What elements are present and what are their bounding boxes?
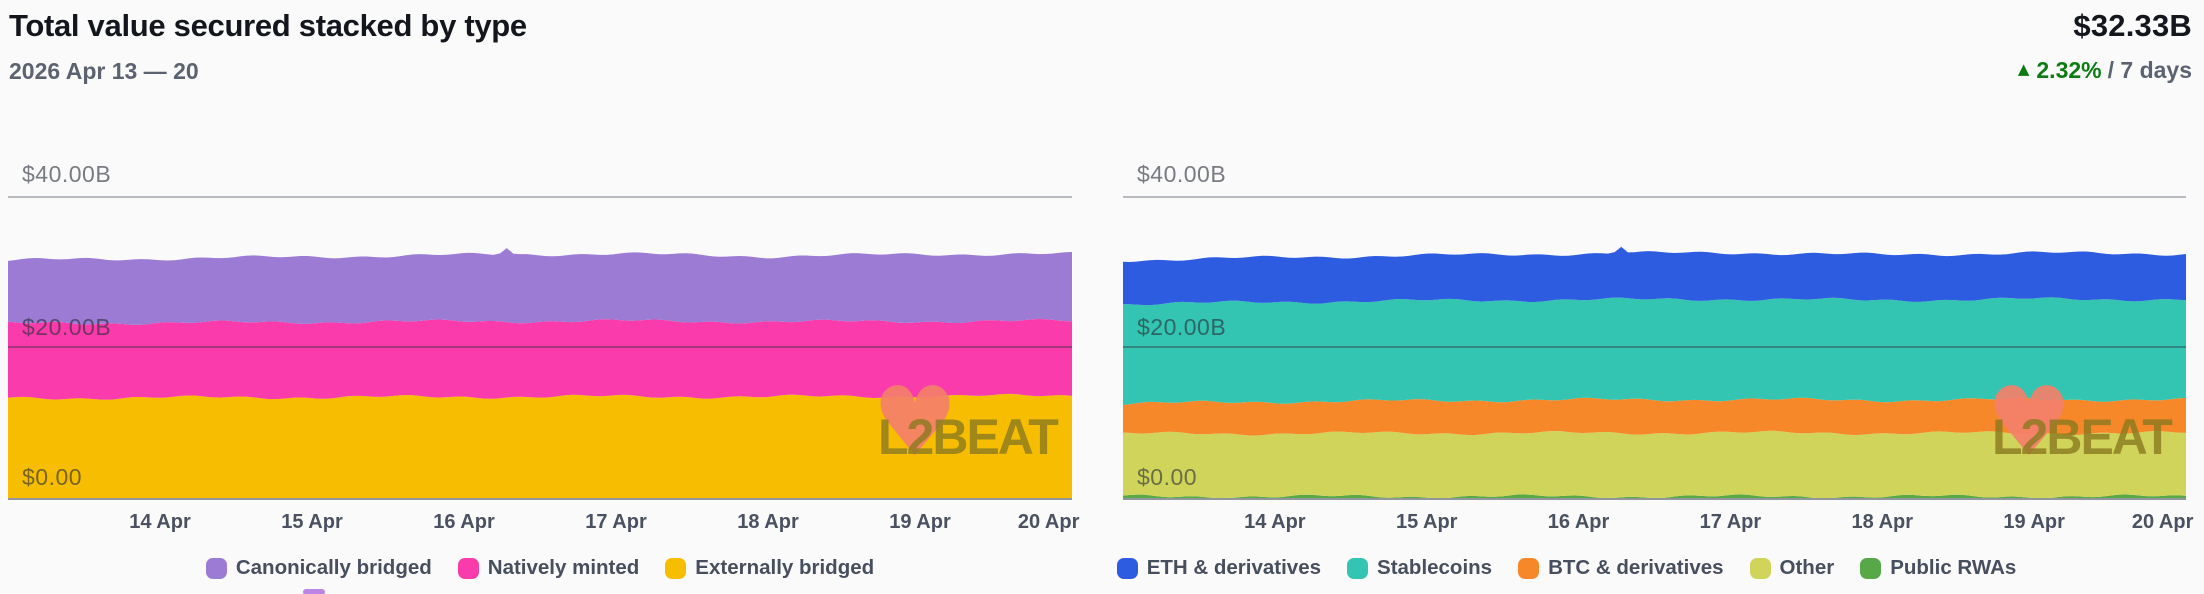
legend-label-other: Other <box>1779 556 1835 579</box>
legend-item-eth-derivatives[interactable]: ETH & derivatives <box>1116 556 1322 580</box>
gridline-40b <box>8 196 1072 198</box>
legend-swatch-externally-bridged <box>665 557 687 579</box>
x-tick-label-14-apr: 14 Apr <box>1244 511 1306 533</box>
legend-label-eth-derivatives: ETH & derivatives <box>1146 556 1322 579</box>
x-axis-labels: 14 Apr 15 Apr 16 Apr 17 Apr 18 Apr 19 Apr 20 A… <box>1123 511 2193 539</box>
x-tick-label-15-apr: 15 Apr <box>1395 511 1458 533</box>
x-tick-label-19-apr: 19 Apr <box>889 511 951 533</box>
y-tick-label-20b: $20.00B <box>22 314 112 340</box>
legend-swatch-natively-minted <box>457 557 479 579</box>
total-value: $32.33B <box>2073 8 2192 43</box>
x-tick-label-16-apr: 16 Apr <box>1547 511 1610 533</box>
legend-bridge-type: Canonically bridged Natively minted Extern… <box>8 556 1072 580</box>
change-row: ▲ 2.32%/ 7 days <box>2018 57 2192 84</box>
area-btc-derivatives[interactable] <box>1123 397 2186 436</box>
legend-item-canonically-bridged[interactable]: Canonically bridged <box>205 556 432 580</box>
x-tick-label-18-apr: 18 Apr <box>1851 511 1914 533</box>
x-tick-label-15-apr: 15 Apr <box>281 511 343 533</box>
page-title: Total value secured stacked by type <box>9 8 527 43</box>
legend-swatch-stablecoins <box>1347 557 1369 579</box>
legend-item-externally-bridged[interactable]: Externally bridged <box>665 556 874 580</box>
x-tick-label-19-apr: 19 Apr <box>2003 511 2065 533</box>
axis-line-bottom <box>1123 498 2186 500</box>
change-period: / 7 days <box>2107 56 2192 83</box>
axis-line-bottom <box>8 498 1072 500</box>
legend-label-stablecoins: Stablecoins <box>1377 556 1493 579</box>
legend-item-natively-minted[interactable]: Natively minted <box>457 556 640 580</box>
x-axis-labels: 14 Apr 15 Apr 16 Apr 17 Apr 18 Apr 19 Apr 20 A… <box>8 511 1079 539</box>
change-percent: 2.32% <box>2036 56 2102 83</box>
legend-label-btc-derivatives: BTC & derivatives <box>1548 556 1724 579</box>
header-right: $32.33B ▲ 2.32%/ 7 days <box>2018 8 2192 84</box>
gridline-40b <box>1123 196 2186 198</box>
legend-label-externally-bridged: Externally bridged <box>695 556 875 579</box>
y-tick-label-0: $0.00 <box>1137 464 1198 490</box>
chart-by-asset-type: $40.00B $20.00B $0.00 14 Apr 15 Apr 16 Apr… <box>1116 0 2193 594</box>
area-public-rwas[interactable] <box>1123 494 2186 498</box>
chart-by-bridge-type: $40.00B $20.00B $0.00 14 Apr 15 Apr 16 Apr… <box>8 0 1079 594</box>
y-tick-label-20b: $20.00B <box>1137 314 1227 340</box>
area-natively-minted[interactable] <box>8 318 1072 400</box>
plot-area-bridge-type[interactable] <box>8 196 1072 498</box>
plot-area-asset-type[interactable] <box>1123 196 2186 498</box>
area-other[interactable] <box>1123 430 2186 498</box>
area-canonically-bridged[interactable] <box>8 248 1072 325</box>
area-externally-bridged[interactable] <box>8 393 1072 498</box>
x-tick-label-14-apr: 14 Apr <box>129 511 191 533</box>
legend-item-other[interactable]: Other <box>1749 556 1835 580</box>
legend-swatch-eth-derivatives <box>1116 557 1138 579</box>
up-triangle-icon: ▲ <box>2017 59 2030 78</box>
area-eth-derivatives[interactable] <box>1123 246 2186 306</box>
x-tick-label-16-apr: 16 Apr <box>433 511 495 533</box>
y-tick-label-40b: $40.00B <box>22 161 112 187</box>
legend-item-stablecoins[interactable]: Stablecoins <box>1347 556 1492 580</box>
legend-asset-type: ETH & derivatives Stablecoins BTC & deriva… <box>1035 556 2098 580</box>
legend-item-btc-derivatives[interactable]: BTC & derivatives <box>1518 556 1724 580</box>
header-left: Total value secured stacked by type 2026… <box>9 8 527 85</box>
date-range-label: 2026 Apr 13 — 20 <box>9 57 199 84</box>
legend-label-natively-minted: Natively minted <box>487 556 640 579</box>
legend-label-canonically-bridged: Canonically bridged <box>235 556 432 579</box>
legend-swatch-other <box>1749 557 1771 579</box>
x-tick-label-18-apr: 18 Apr <box>737 511 799 533</box>
y-tick-label-40b: $40.00B <box>1137 161 1227 187</box>
x-tick-label-17-apr: 17 Apr <box>1699 511 1762 533</box>
x-tick-label-20-apr: 20 Apr <box>2131 511 2194 533</box>
legend-swatch-public-rwas <box>1860 557 1882 579</box>
legend-swatch-canonically-bridged <box>205 557 227 579</box>
cutoff-element <box>303 589 325 594</box>
y-tick-label-0: $0.00 <box>22 464 83 490</box>
area-stablecoins[interactable] <box>1123 297 2186 405</box>
legend-label-public-rwas: Public RWAs <box>1890 556 2017 579</box>
legend-swatch-btc-derivatives <box>1518 557 1540 579</box>
x-tick-label-20-apr: 20 Apr <box>1017 511 1080 533</box>
legend-item-public-rwas[interactable]: Public RWAs <box>1860 556 2016 580</box>
x-tick-label-17-apr: 17 Apr <box>585 511 647 533</box>
